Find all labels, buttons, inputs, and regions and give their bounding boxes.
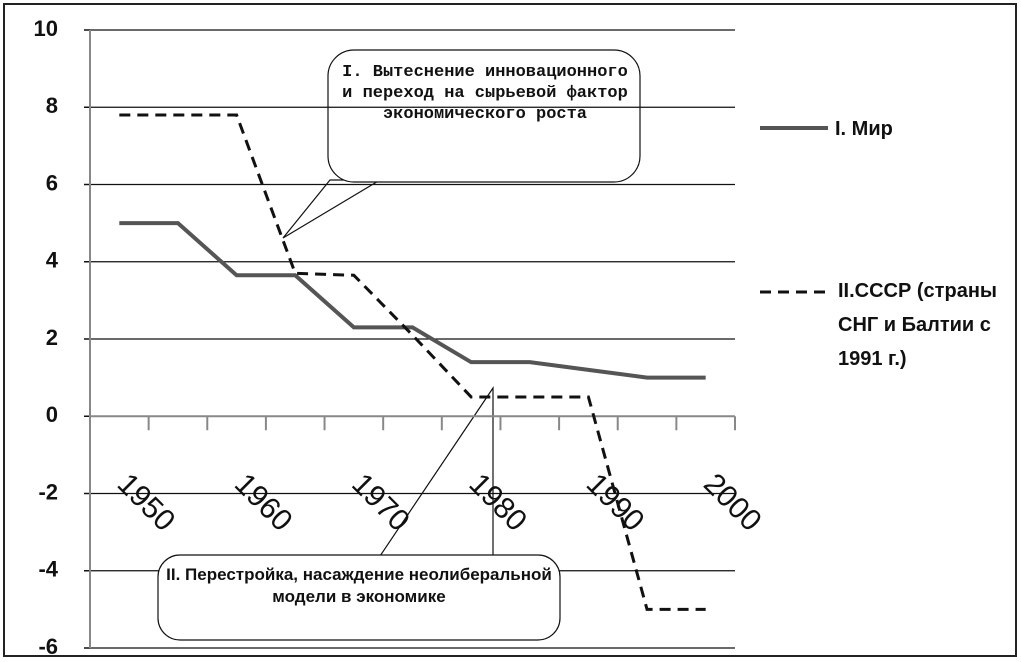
legend-label: I. Мир: [835, 118, 893, 140]
y-tick-label: 6: [46, 170, 58, 195]
frame: [3, 3, 1017, 657]
x-tick-label: 1990: [580, 467, 651, 538]
x-tick-label: 2000: [697, 467, 768, 538]
annotation: II. Перестройка, насаждение неолиберальн…: [166, 565, 552, 606]
y-tick-label: -4: [38, 557, 58, 582]
x-tick-label: 1950: [111, 467, 182, 538]
x-tick-label: 1960: [228, 467, 299, 538]
y-tick-label: -2: [38, 479, 58, 504]
annotation-holder: II. Перестройка, насаждение неолиберальн…: [166, 565, 552, 606]
callout-pointer: [282, 179, 383, 239]
callout-pointer: [379, 386, 494, 557]
y-tick-label: -6: [38, 634, 58, 659]
legend-label: II.СССР (страны СНГ и Балтии с 1991 г.): [838, 280, 997, 370]
annotation: I. Вытеснение инновационного и переход н…: [342, 63, 628, 124]
y-tick-label: 4: [46, 248, 59, 273]
y-tick-label: 0: [46, 402, 58, 427]
y-tick-label: 2: [46, 325, 58, 350]
y-tick-label: 8: [46, 93, 58, 118]
series-line: [119, 113, 706, 611]
y-tick-label: 10: [34, 16, 58, 41]
series-line: [119, 221, 706, 380]
callout-box: [327, 49, 641, 183]
callout-box: [157, 554, 561, 641]
